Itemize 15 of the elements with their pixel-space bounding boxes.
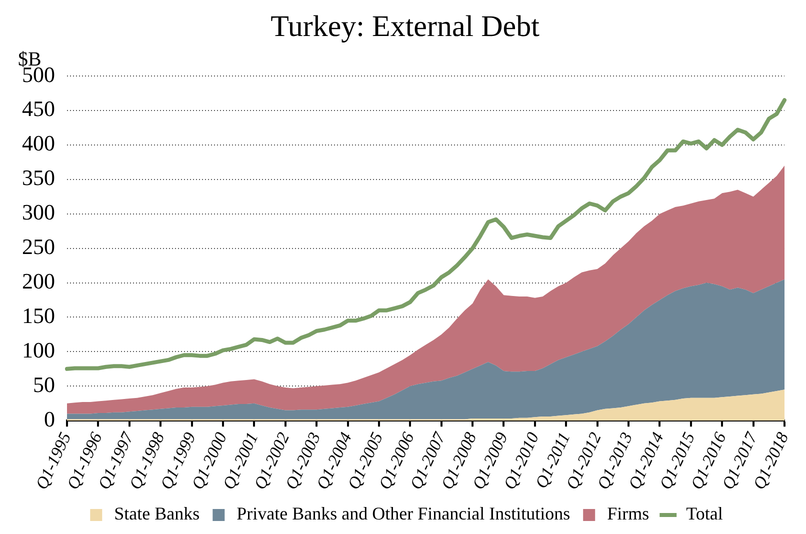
y-tick-label: 100 bbox=[22, 337, 55, 362]
y-tick-label: 350 bbox=[22, 165, 55, 190]
chart-title: Turkey: External Debt bbox=[270, 10, 540, 43]
y-tick-label: 300 bbox=[22, 200, 55, 225]
legend-label: Total bbox=[686, 504, 723, 524]
y-tick-label: 0 bbox=[44, 406, 55, 432]
y-tick-label: 150 bbox=[22, 303, 55, 328]
y-tick-label: 400 bbox=[22, 130, 55, 156]
legend-label: State Banks bbox=[114, 504, 200, 524]
y-tick-label: 200 bbox=[22, 268, 55, 294]
legend-label: Firms bbox=[607, 504, 650, 524]
y-tick-label: 450 bbox=[22, 96, 55, 122]
y-tick-label: 50 bbox=[33, 372, 55, 397]
y-tick-label: 250 bbox=[22, 234, 55, 260]
legend-label: Private Banks and Other Financial Institutions bbox=[236, 504, 570, 524]
